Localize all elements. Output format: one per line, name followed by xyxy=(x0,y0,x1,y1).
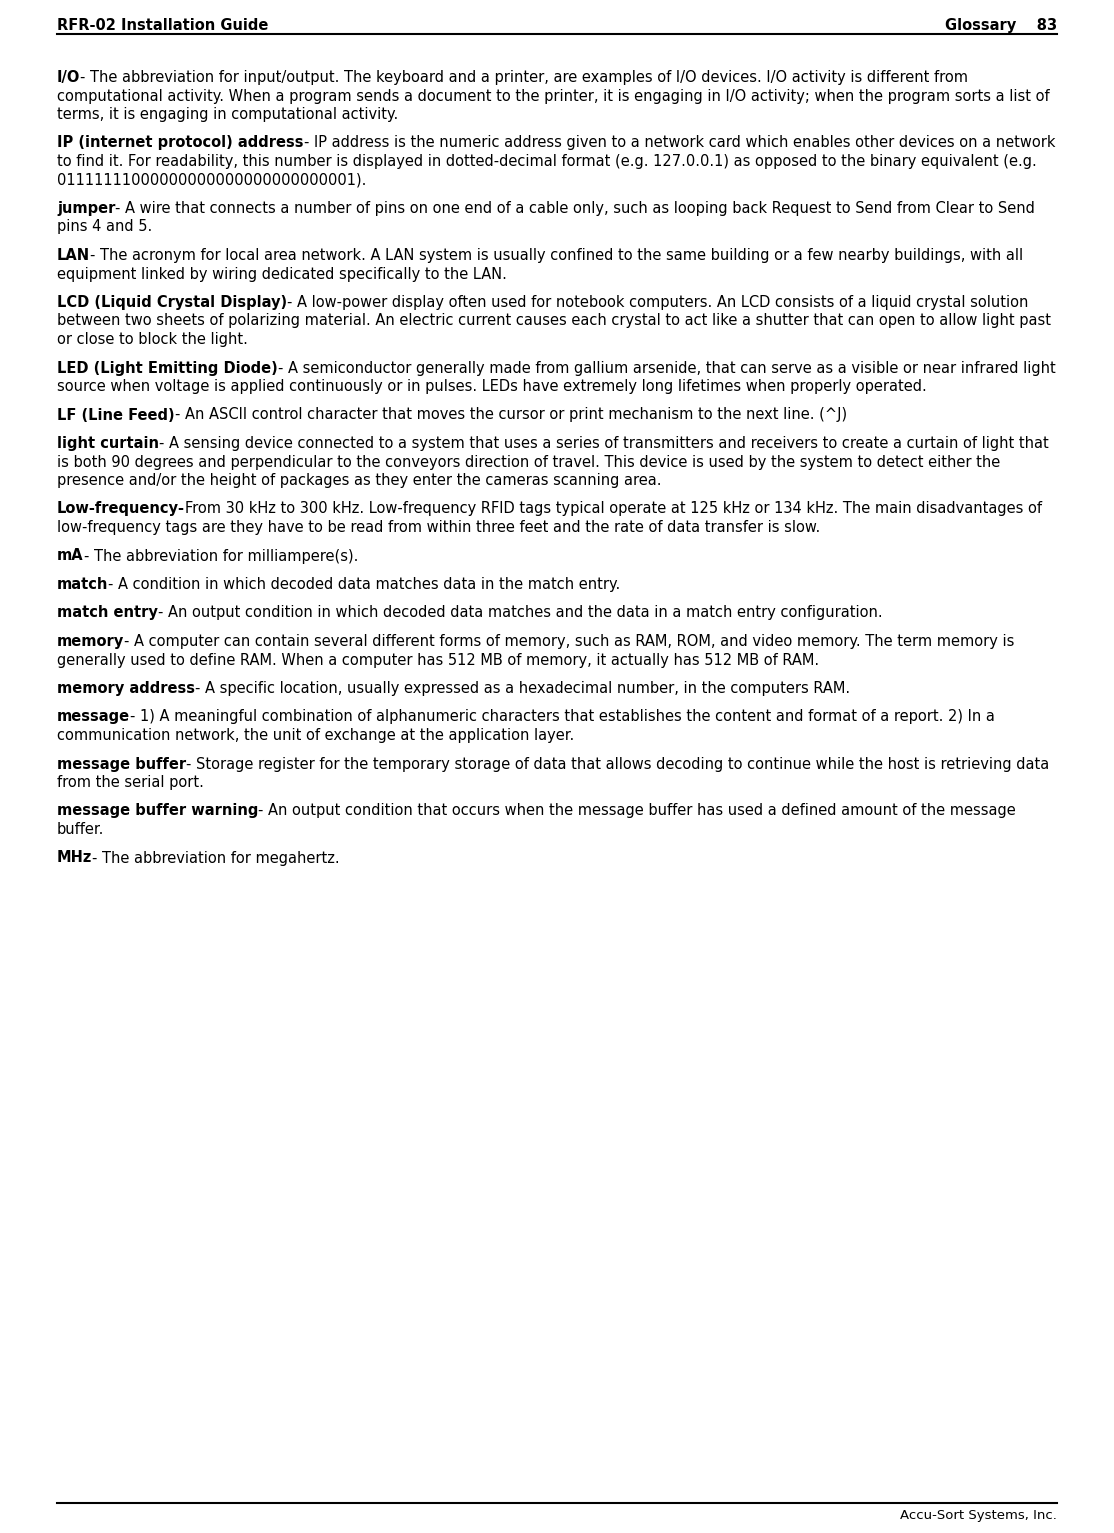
Text: - The acronym for local area network. A LAN system is usually confined to the sa: - The acronym for local area network. A … xyxy=(90,248,1024,264)
Text: light curtain: light curtain xyxy=(57,435,159,451)
Text: between two sheets of polarizing material. An electric current causes each cryst: between two sheets of polarizing materia… xyxy=(57,314,1051,328)
Text: MHz: MHz xyxy=(57,851,92,866)
Text: or close to block the light.: or close to block the light. xyxy=(57,333,248,346)
Text: message buffer warning: message buffer warning xyxy=(57,803,258,819)
Text: 01111111000000000000000000000001).: 01111111000000000000000000000001). xyxy=(57,173,367,187)
Text: match entry: match entry xyxy=(57,606,158,621)
Text: - A computer can contain several different forms of memory, such as RAM, ROM, an: - A computer can contain several differe… xyxy=(125,635,1015,648)
Text: RFR-02 Installation Guide: RFR-02 Installation Guide xyxy=(57,18,268,34)
Text: - The abbreviation for megahertz.: - The abbreviation for megahertz. xyxy=(92,851,340,866)
Text: - 1) A meaningful combination of alphanumeric characters that establishes the co: - 1) A meaningful combination of alphanu… xyxy=(130,710,995,725)
Text: mA: mA xyxy=(57,549,84,564)
Text: - IP address is the numeric address given to a network card which enables other : - IP address is the numeric address give… xyxy=(303,135,1055,150)
Text: pins 4 and 5.: pins 4 and 5. xyxy=(57,219,153,235)
Text: equipment linked by wiring dedicated specifically to the LAN.: equipment linked by wiring dedicated spe… xyxy=(57,267,507,282)
Text: from the serial port.: from the serial port. xyxy=(57,776,204,789)
Text: presence and/or the height of packages as they enter the cameras scanning area.: presence and/or the height of packages a… xyxy=(57,474,662,487)
Text: LF (Line Feed): LF (Line Feed) xyxy=(57,408,175,423)
Text: LCD (Liquid Crystal Display): LCD (Liquid Crystal Display) xyxy=(57,294,287,310)
Text: Accu-Sort Systems, Inc.: Accu-Sort Systems, Inc. xyxy=(900,1508,1057,1522)
Text: - A low-power display often used for notebook computers. An LCD consists of a li: - A low-power display often used for not… xyxy=(287,294,1028,310)
Text: - An ASCII control character that moves the cursor or print mechanism to the nex: - An ASCII control character that moves … xyxy=(175,408,847,423)
Text: I/O: I/O xyxy=(57,71,80,84)
Text: Glossary    83: Glossary 83 xyxy=(945,18,1057,34)
Text: - An output condition that occurs when the message buffer has used a defined amo: - An output condition that occurs when t… xyxy=(258,803,1016,819)
Text: - A wire that connects a number of pins on one end of a cable only, such as loop: - A wire that connects a number of pins … xyxy=(116,201,1035,216)
Text: source when voltage is applied continuously or in pulses. LEDs have extremely lo: source when voltage is applied continuou… xyxy=(57,379,927,394)
Text: low-frequency tags are they have to be read from within three feet and the rate : low-frequency tags are they have to be r… xyxy=(57,520,820,535)
Text: message buffer: message buffer xyxy=(57,756,186,771)
Text: computational activity. When a program sends a document to the printer, it is en: computational activity. When a program s… xyxy=(57,89,1049,104)
Text: From 30 kHz to 300 kHz. Low-frequency RFID tags typical operate at 125 kHz or 13: From 30 kHz to 300 kHz. Low-frequency RF… xyxy=(185,501,1042,517)
Text: - The abbreviation for input/output. The keyboard and a printer, are examples of: - The abbreviation for input/output. The… xyxy=(80,71,968,84)
Text: - The abbreviation for milliampere(s).: - The abbreviation for milliampere(s). xyxy=(84,549,358,564)
Text: - A sensing device connected to a system that uses a series of transmitters and : - A sensing device connected to a system… xyxy=(159,435,1048,451)
Text: - A condition in which decoded data matches data in the match entry.: - A condition in which decoded data matc… xyxy=(108,576,620,592)
Text: LED (Light Emitting Diode): LED (Light Emitting Diode) xyxy=(57,360,277,376)
Text: jumper: jumper xyxy=(57,201,116,216)
Text: Low-frequency-: Low-frequency- xyxy=(57,501,185,517)
Text: match: match xyxy=(57,576,108,592)
Text: is both 90 degrees and perpendicular to the conveyors direction of travel. This : is both 90 degrees and perpendicular to … xyxy=(57,454,1000,469)
Text: - A semiconductor generally made from gallium arsenide, that can serve as a visi: - A semiconductor generally made from ga… xyxy=(277,360,1055,376)
Text: generally used to define RAM. When a computer has 512 MB of memory, it actually : generally used to define RAM. When a com… xyxy=(57,653,819,667)
Text: message: message xyxy=(57,710,130,725)
Text: memory: memory xyxy=(57,635,125,648)
Text: LAN: LAN xyxy=(57,248,90,264)
Text: IP (internet protocol) address: IP (internet protocol) address xyxy=(57,135,303,150)
Text: to find it. For readability, this number is displayed in dotted-decimal format (: to find it. For readability, this number… xyxy=(57,153,1037,169)
Text: buffer.: buffer. xyxy=(57,822,105,837)
Text: terms, it is engaging in computational activity.: terms, it is engaging in computational a… xyxy=(57,107,398,123)
Text: - Storage register for the temporary storage of data that allows decoding to con: - Storage register for the temporary sto… xyxy=(186,756,1049,771)
Text: memory address: memory address xyxy=(57,681,195,696)
Text: - A specific location, usually expressed as a hexadecimal number, in the compute: - A specific location, usually expressed… xyxy=(195,681,850,696)
Text: communication network, the unit of exchange at the application layer.: communication network, the unit of excha… xyxy=(57,728,574,744)
Text: - An output condition in which decoded data matches and the data in a match entr: - An output condition in which decoded d… xyxy=(158,606,882,621)
